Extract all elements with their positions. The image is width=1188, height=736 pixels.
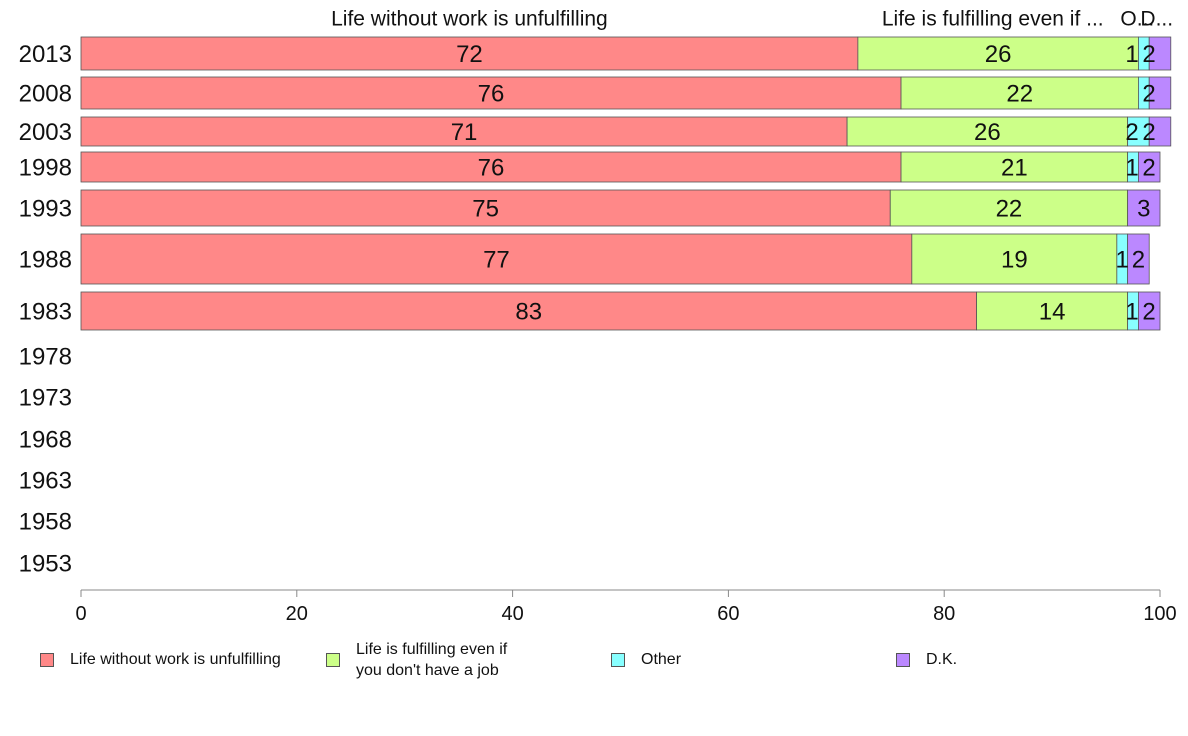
bar-1988-series-0 xyxy=(80,233,913,285)
bar-label-1983-series-2: 1 xyxy=(1125,299,1138,326)
bar-2013-series-1 xyxy=(857,36,1139,71)
bar-1983-series-3 xyxy=(1138,291,1161,331)
bar-2003-series-1 xyxy=(846,116,1129,147)
bar-label-1998-series-3: 2 xyxy=(1142,155,1155,182)
x-tick-label-40: 40 xyxy=(501,603,523,625)
bar-label-2008-series-1: 22 xyxy=(1006,81,1033,108)
top-label-fulfilling: Life is fulfilling even if ... xyxy=(882,8,1104,31)
category-label-1998: 1998 xyxy=(19,155,72,182)
bar-1993-series-1 xyxy=(889,189,1129,227)
bar-label-1983-series-0: 83 xyxy=(515,299,542,326)
bar-2013-series-3 xyxy=(1148,36,1172,71)
bar-2003-series-3 xyxy=(1148,116,1172,147)
bar-label-1998-series-2: 1 xyxy=(1125,155,1138,182)
bar-label-2003-series-3: 2 xyxy=(1142,119,1155,146)
category-label-1963: 1963 xyxy=(19,468,72,495)
bar-label-1988-series-2: 1 xyxy=(1116,247,1129,274)
bar-1983-series-1 xyxy=(976,291,1129,331)
top-label-unfulfilling: Life without work is unfulfilling xyxy=(331,8,608,31)
category-label-1973: 1973 xyxy=(19,385,72,412)
bar-label-1988-series-0: 77 xyxy=(483,247,510,274)
x-tick-label-0: 0 xyxy=(75,603,86,625)
bar-label-2003-series-2: 2 xyxy=(1125,119,1138,146)
bar-label-2013-series-2: 1 xyxy=(1125,41,1138,68)
bar-1983-series-0 xyxy=(80,291,977,331)
bar-label-1988-series-1: 19 xyxy=(1001,247,1028,274)
category-label-2003: 2003 xyxy=(19,119,72,146)
bar-label-1983-series-3: 2 xyxy=(1142,299,1155,326)
bar-label-1998-series-1: 21 xyxy=(1001,155,1028,182)
x-tick-label-80: 80 xyxy=(933,603,955,625)
bar-1998-series-1 xyxy=(900,151,1129,183)
bar-2013-series-0 xyxy=(80,36,859,71)
bar-1998-series-3 xyxy=(1138,151,1161,183)
bar-label-2013-series-1: 26 xyxy=(985,41,1012,68)
bar-2003-series-0 xyxy=(80,116,848,147)
category-label-1988: 1988 xyxy=(19,247,72,274)
bar-label-2003-series-1: 26 xyxy=(974,119,1001,146)
category-label-1968: 1968 xyxy=(19,427,72,454)
category-label-1978: 1978 xyxy=(19,344,72,371)
category-label-1958: 1958 xyxy=(19,509,72,536)
bar-label-2003-series-0: 71 xyxy=(451,119,478,146)
bar-label-2013-series-3: 2 xyxy=(1142,41,1155,68)
top-label-other: O... xyxy=(1120,8,1154,31)
bar-label-2008-series-0: 76 xyxy=(478,81,505,108)
bar-label-1993-series-0: 75 xyxy=(472,196,499,223)
bar-label-1983-series-1: 14 xyxy=(1039,299,1066,326)
x-tick-label-60: 60 xyxy=(717,603,739,625)
category-label-2013: 2013 xyxy=(19,41,72,68)
bar-label-1993-series-3: 3 xyxy=(1137,196,1150,223)
top-label-dk: D... xyxy=(1140,8,1173,31)
x-tick-label-20: 20 xyxy=(286,603,308,625)
bar-1988-series-3 xyxy=(1127,233,1150,285)
x-tick-label-100: 100 xyxy=(1143,603,1176,625)
bar-label-2008-series-3: 2 xyxy=(1142,81,1155,108)
bar-label-1988-series-3: 2 xyxy=(1132,247,1145,274)
category-label-1983: 1983 xyxy=(19,299,72,326)
bar-2008-series-1 xyxy=(900,76,1139,110)
bar-1988-series-1 xyxy=(911,233,1118,285)
category-label-2008: 2008 xyxy=(19,81,72,108)
category-label-1953: 1953 xyxy=(19,551,72,578)
bar-label-1998-series-0: 76 xyxy=(478,155,505,182)
bar-1993-series-3 xyxy=(1127,189,1161,227)
bar-2008-series-3 xyxy=(1148,76,1172,110)
bar-1993-series-0 xyxy=(80,189,891,227)
bar-2008-series-0 xyxy=(80,76,902,110)
bar-label-1993-series-1: 22 xyxy=(996,196,1023,223)
category-label-1993: 1993 xyxy=(19,196,72,223)
bar-label-2013-series-0: 72 xyxy=(456,41,483,68)
